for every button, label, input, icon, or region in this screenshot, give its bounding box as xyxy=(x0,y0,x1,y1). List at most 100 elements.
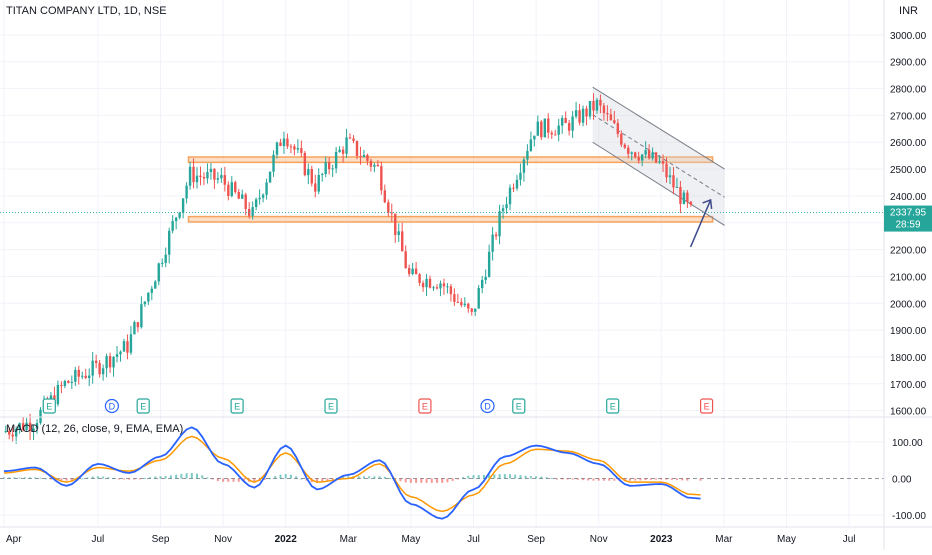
candle-body xyxy=(115,354,119,357)
event-label: E xyxy=(46,402,52,412)
candle-body xyxy=(470,308,473,312)
event-label: D xyxy=(109,402,116,412)
macd-histogram-bar xyxy=(545,477,548,479)
candle-body xyxy=(519,172,522,180)
candle-body xyxy=(512,187,515,189)
earnings-marker[interactable]: E xyxy=(136,398,150,414)
chart-title: TITAN COMPANY LTD, 1D, NSE xyxy=(6,5,167,17)
macd-histogram-bar xyxy=(644,478,647,481)
time-tick-label: 2022 xyxy=(275,534,298,545)
earnings-marker[interactable]: E xyxy=(230,398,244,414)
candle-body xyxy=(588,100,592,117)
candle-body xyxy=(407,268,411,274)
earnings-marker[interactable]: E xyxy=(512,398,526,414)
support-resistance-zone[interactable] xyxy=(187,156,714,164)
macd-histogram-bar xyxy=(634,478,637,481)
price-pane[interactable] xyxy=(0,0,884,416)
macd-histogram-bar xyxy=(284,474,287,479)
candle-body xyxy=(369,160,373,167)
macd-histogram-bar xyxy=(472,475,475,479)
candle-body xyxy=(421,283,425,288)
arrow-line[interactable] xyxy=(689,199,712,248)
support-resistance-zone[interactable] xyxy=(187,215,714,223)
macd-histogram-bar xyxy=(65,478,68,481)
time-tick-label: Jul xyxy=(92,534,105,545)
macd-histogram-bar xyxy=(70,478,73,481)
macd-histogram-bar xyxy=(232,478,235,482)
candle-body xyxy=(321,174,324,176)
candle-body xyxy=(244,194,247,210)
macd-histogram-bar xyxy=(39,477,42,479)
candle-body xyxy=(658,161,661,163)
macd-histogram-bar xyxy=(96,476,99,479)
candle-body xyxy=(665,163,668,178)
event-label: E xyxy=(234,402,240,412)
dividend-marker[interactable]: D xyxy=(480,398,495,414)
channel-lower-line[interactable] xyxy=(592,141,725,226)
earnings-marker[interactable]: E xyxy=(324,398,338,414)
time-tick-label: Sep xyxy=(527,534,545,545)
candle-body xyxy=(474,308,477,312)
macd-indicator-label[interactable]: MACD (12, 26, close, 9, EMA, EMA) xyxy=(6,423,184,435)
macd-histogram-bar xyxy=(368,476,371,479)
candle-body xyxy=(390,212,393,214)
macd-histogram-bar xyxy=(571,478,574,480)
macd-histogram-bar xyxy=(462,477,465,479)
candle-body xyxy=(227,184,230,196)
earnings-marker[interactable]: E xyxy=(418,398,432,414)
candle-body xyxy=(581,108,585,123)
macd-histogram-bar xyxy=(446,478,449,483)
macd-histogram-bar xyxy=(154,476,157,479)
macd-histogram-bar xyxy=(143,477,146,479)
macd-histogram-bar xyxy=(211,478,214,480)
candle-body xyxy=(428,278,432,288)
candle-body xyxy=(501,208,505,212)
dividend-marker[interactable]: D xyxy=(104,398,120,414)
candle-body xyxy=(383,190,387,203)
candle-body xyxy=(679,186,682,204)
earnings-marker[interactable]: E xyxy=(42,398,56,414)
macd-tick-label: -100.00 xyxy=(892,511,926,522)
channel-upper-line[interactable] xyxy=(592,86,725,170)
macd-histogram-bar xyxy=(321,478,324,483)
macd-histogram-bar xyxy=(566,478,569,480)
macd-histogram-bar xyxy=(425,478,428,483)
time-tick-label: May xyxy=(777,534,796,545)
macd-histogram-bar xyxy=(29,477,32,479)
candle-body xyxy=(14,429,18,437)
candle-body xyxy=(640,154,644,161)
earnings-marker[interactable]: E xyxy=(606,398,620,414)
candle-body xyxy=(661,161,665,164)
candle-body xyxy=(28,422,32,432)
macd-histogram-bar xyxy=(190,473,193,479)
candle-body xyxy=(387,202,390,213)
macd-histogram-bar xyxy=(456,478,459,480)
macd-histogram-bar xyxy=(357,476,360,479)
macd-line[interactable] xyxy=(3,426,701,520)
macd-histogram-bar xyxy=(477,475,480,479)
earnings-marker[interactable]: E xyxy=(699,398,714,414)
macd-histogram-bar xyxy=(8,477,11,479)
candle-body xyxy=(282,138,286,146)
time-tick-label: Nov xyxy=(590,534,608,545)
candle-body xyxy=(136,322,140,328)
time-tick-label: Mar xyxy=(715,534,733,545)
candle-body xyxy=(265,182,268,195)
candle-body xyxy=(209,168,213,173)
candle-body xyxy=(331,168,334,170)
macd-histogram-bar xyxy=(660,478,663,480)
candle-body xyxy=(167,230,171,255)
candle-body xyxy=(554,134,557,136)
candle-body xyxy=(140,304,143,328)
candle-body xyxy=(129,334,133,353)
event-label: E xyxy=(140,402,146,412)
macd-histogram-bar xyxy=(185,473,188,479)
candle-body xyxy=(293,146,296,150)
candle-body xyxy=(241,194,244,199)
macd-histogram-bar xyxy=(608,478,611,481)
channel-mid-line[interactable] xyxy=(592,114,725,198)
macd-histogram-bar xyxy=(561,478,564,480)
price-tick-label: 2200.00 xyxy=(890,246,927,257)
candle-body xyxy=(494,234,498,237)
